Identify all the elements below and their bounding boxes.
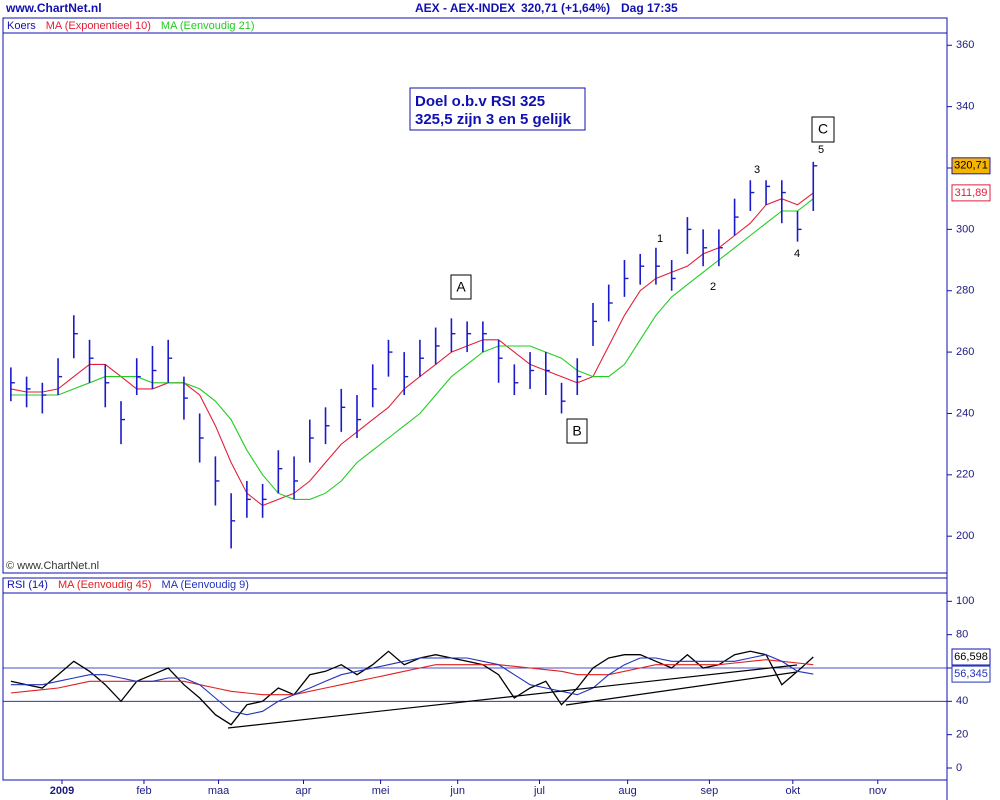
y-tick-label: 0 xyxy=(956,762,962,774)
y-tick-label: 300 xyxy=(956,223,974,235)
x-tick-label: 2009 xyxy=(50,785,74,797)
value-tag xyxy=(951,665,991,683)
y-tick-label: 200 xyxy=(956,530,974,542)
value-tag-label: 56,345 xyxy=(954,668,988,680)
value-tag-label: 320,71 xyxy=(954,160,988,172)
x-tick-label: jul xyxy=(533,785,545,797)
legend-entry: MA (Eenvoudig 9) xyxy=(162,579,249,591)
y-tick-label: 360 xyxy=(956,39,974,51)
wave-box xyxy=(450,274,472,300)
x-tick-label: jun xyxy=(449,785,465,797)
quote: 320,71 (+1,64%) xyxy=(521,1,610,15)
legend-entry: MA (Exponentieel 10) xyxy=(46,20,151,32)
x-tick-label: aug xyxy=(618,785,636,797)
y-tick-label: 280 xyxy=(956,285,974,297)
timeframe: Dag 17:35 xyxy=(621,1,678,15)
wave-label: C xyxy=(818,121,828,137)
x-tick-label: maa xyxy=(208,785,230,797)
y-tick-label: 340 xyxy=(956,101,974,113)
wave-number: 1 xyxy=(657,233,663,245)
x-tick-label: mei xyxy=(372,785,390,797)
legend-entry: Koers xyxy=(7,20,36,32)
legend-entry: MA (Eenvoudig 21) xyxy=(161,20,255,32)
note-line: Doel o.b.v RSI 325 xyxy=(415,93,545,110)
x-tick-label: nov xyxy=(869,785,887,797)
wave-number: 3 xyxy=(754,164,760,176)
y-tick-label: 20 xyxy=(956,729,968,741)
site-name: www.ChartNet.nl xyxy=(5,1,102,15)
x-tick-label: sep xyxy=(701,785,719,797)
x-tick-label: okt xyxy=(785,785,800,797)
legend-entry: MA (Eenvoudig 45) xyxy=(58,579,152,591)
wave-box xyxy=(811,116,835,143)
wave-number: 2 xyxy=(710,281,716,293)
wave-box xyxy=(566,418,588,444)
value-tag xyxy=(951,157,991,175)
y-tick-label: 240 xyxy=(956,407,974,419)
wave-number: 4 xyxy=(794,248,800,260)
y-tick-label: 40 xyxy=(956,695,968,707)
wave-number: 5 xyxy=(818,144,824,156)
value-tag xyxy=(951,184,991,202)
value-tag xyxy=(951,648,991,666)
value-tag-label: 311,89 xyxy=(955,187,988,199)
series-line xyxy=(10,654,814,716)
x-tick-label: apr xyxy=(296,785,312,797)
rsi-legend: RSI (14) MA (Eenvoudig 45) MA (Eenvoudig 9… xyxy=(7,579,249,591)
legend-entry: RSI (14) xyxy=(7,579,48,591)
x-tick-label: feb xyxy=(136,785,151,797)
y-tick-label: 100 xyxy=(956,595,974,607)
wave-label: B xyxy=(572,423,581,439)
value-tag-label: 66,598 xyxy=(954,651,988,663)
y-tick-label: 220 xyxy=(956,469,974,481)
price-legend: Koers MA (Exponentieel 10) MA (Eenvoudig 2… xyxy=(7,20,254,32)
trend-line xyxy=(565,671,798,706)
series-line xyxy=(10,198,814,500)
copyright: © www.ChartNet.nl xyxy=(6,560,99,572)
note-line: 325,5 zijn 3 en 5 gelijk xyxy=(415,111,572,128)
trend-line xyxy=(227,664,798,729)
plot xyxy=(3,161,947,726)
series-line xyxy=(10,192,814,507)
note-box xyxy=(409,87,586,131)
y-tick-label: 260 xyxy=(956,346,974,358)
y-tick-label: 80 xyxy=(956,629,968,641)
chart-title: AEX - AEX-INDEX xyxy=(415,1,515,15)
wave-label: A xyxy=(456,279,466,295)
